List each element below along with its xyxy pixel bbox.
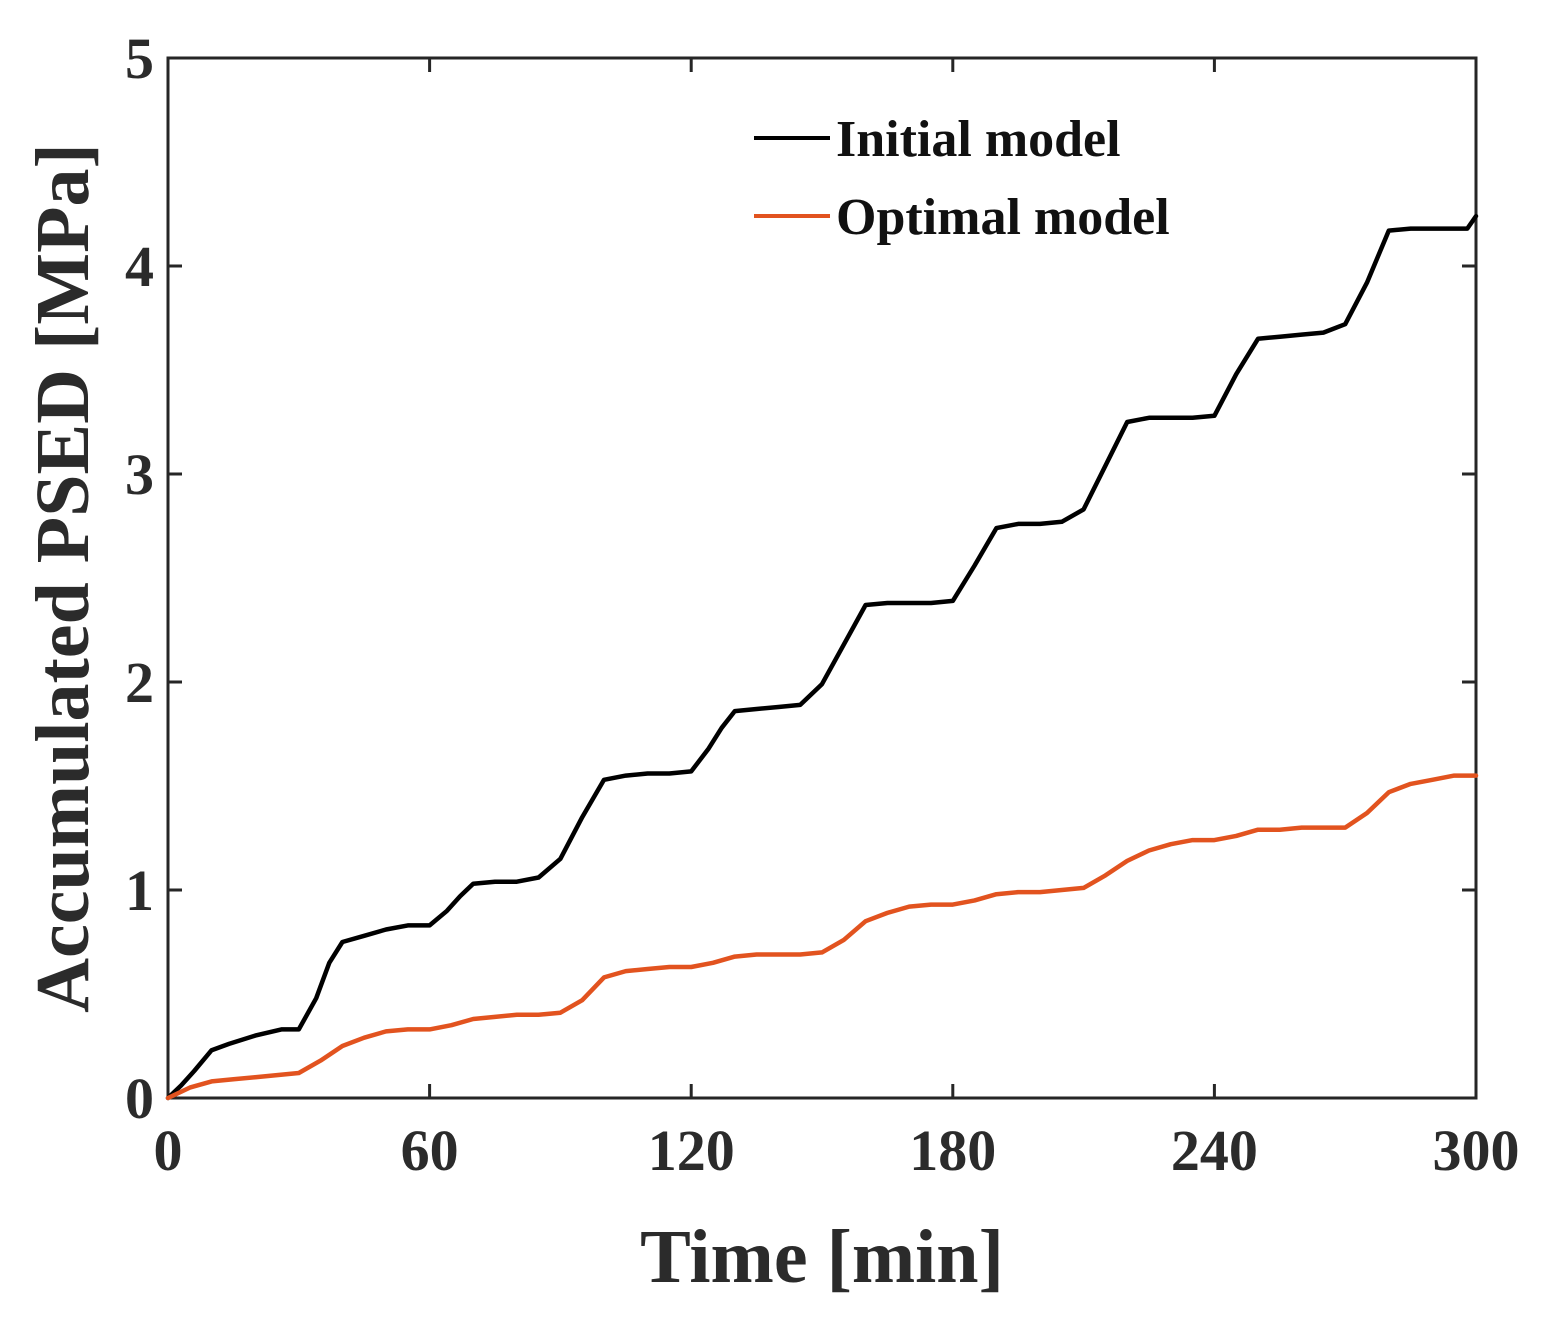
y-tick-label: 1 — [125, 858, 154, 923]
x-tick-label: 300 — [1433, 1118, 1520, 1183]
y-tick-label: 4 — [125, 234, 154, 299]
y-tick-label: 3 — [125, 442, 154, 507]
x-tick-label: 0 — [154, 1118, 183, 1183]
x-tick-label: 240 — [1171, 1118, 1258, 1183]
y-axis-title: Accumulated PSED [MPa] — [21, 143, 105, 1013]
x-tick-label: 60 — [401, 1118, 459, 1183]
plot-frame — [166, 56, 1478, 1100]
x-tick-label: 120 — [648, 1118, 735, 1183]
x-axis-title: Time [min] — [640, 1215, 1004, 1299]
series-line-initial-model — [165, 213, 1479, 1101]
y-tick-label: 0 — [125, 1066, 154, 1131]
y-tick-label: 5 — [125, 26, 154, 91]
y-tick-label: 2 — [125, 650, 154, 715]
x-ticks: 0 60 120 180 240 300 — [154, 58, 1520, 1183]
series-line-optimal-model — [165, 773, 1479, 1101]
series-group — [165, 213, 1479, 1101]
legend: Initial model Optimal model — [754, 111, 1170, 246]
legend-label-optimal-model: Optimal model — [836, 189, 1170, 246]
y-ticks: 0 1 2 3 4 5 — [125, 26, 1476, 1131]
legend-label-initial-model: Initial model — [836, 111, 1121, 168]
x-tick-label: 180 — [909, 1118, 996, 1183]
